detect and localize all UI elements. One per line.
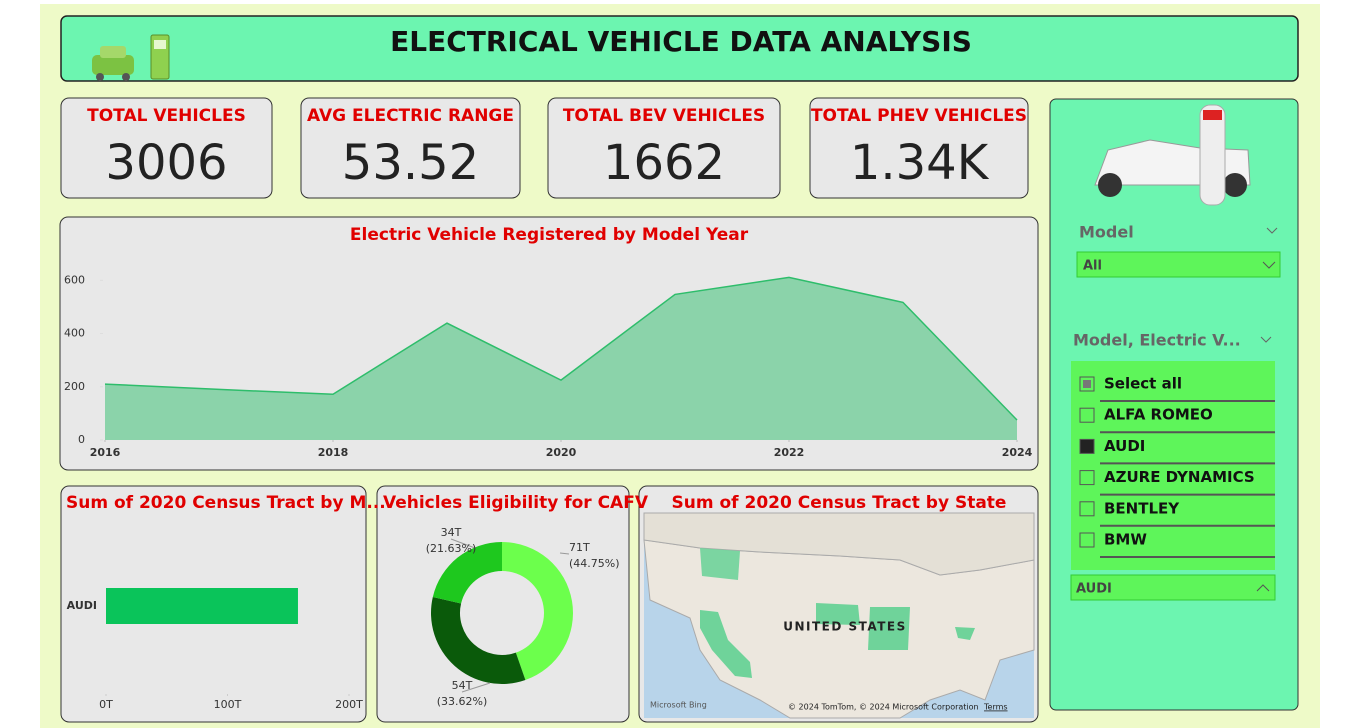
chart-title: Sum of 2020 Census Tract by M... bbox=[66, 493, 386, 513]
chart-title: Vehicles Eligibility for CAFV bbox=[383, 493, 649, 513]
leader-line bbox=[461, 682, 491, 693]
checkbox-partial bbox=[1083, 380, 1091, 388]
checkbox[interactable] bbox=[1079, 376, 1095, 392]
dropdown-value: AUDI bbox=[1076, 582, 1112, 597]
slicer-item[interactable]: Select all bbox=[1104, 375, 1182, 393]
kpi-card bbox=[547, 97, 781, 199]
map-logo: Microsoft Bing bbox=[650, 701, 707, 710]
y-tick-label: 0 bbox=[78, 433, 85, 446]
x-tick-label: 2022 bbox=[774, 446, 805, 459]
x-tick-label: 2016 bbox=[90, 446, 121, 459]
y-tick-label: 200 bbox=[64, 380, 85, 393]
chevron bbox=[1260, 336, 1272, 343]
chevron bbox=[1266, 227, 1278, 234]
data-label: 54T bbox=[452, 679, 473, 692]
x-tick-label: 100T bbox=[214, 698, 242, 711]
header bbox=[60, 15, 1299, 82]
dropdown[interactable] bbox=[1076, 251, 1281, 278]
chart-title: Electric Vehicle Registered by Model Yea… bbox=[350, 225, 749, 245]
x-tick-label: 0T bbox=[99, 698, 113, 711]
kpi-label: TOTAL BEV VEHICLES bbox=[563, 106, 765, 126]
dashboard-title: ELECTRICAL VEHICLE DATA ANALYSIS bbox=[390, 25, 972, 58]
y-tick-label: AUDI bbox=[67, 599, 97, 612]
donut-slice bbox=[502, 542, 573, 681]
kpi-label: AVG ELECTRIC RANGE bbox=[307, 106, 514, 126]
x-tick-label: 2020 bbox=[546, 446, 577, 459]
kpi-row: TOTAL VEHICLES 3006 AVG ELECTRIC RANGE 53.5… bbox=[60, 97, 1029, 199]
map-copyright: © 2024 TomTom, © 2024 Microsoft Corporat… bbox=[788, 703, 979, 712]
area bbox=[105, 277, 1017, 440]
y-tick-label: 600 bbox=[64, 273, 85, 286]
slicer-item[interactable]: AUDI bbox=[1104, 437, 1145, 455]
kpi-label: TOTAL PHEV VEHICLES bbox=[811, 106, 1027, 126]
data-label: 71T bbox=[569, 541, 590, 554]
data-label: (44.75%) bbox=[569, 557, 620, 570]
kpi-card bbox=[300, 97, 521, 199]
kpi-value: 1.34K bbox=[850, 135, 990, 191]
data-label: (33.62%) bbox=[437, 695, 488, 708]
map-label: UNITED STATES bbox=[783, 620, 907, 634]
car-icon bbox=[1094, 104, 1251, 206]
checkbox[interactable] bbox=[1079, 438, 1095, 454]
kpi-value: 3006 bbox=[105, 135, 227, 191]
kpi-card bbox=[809, 97, 1029, 199]
kpi-card bbox=[60, 97, 273, 199]
line bbox=[104, 276, 1018, 421]
slicer-label: Model bbox=[1079, 223, 1134, 242]
dropdown[interactable] bbox=[1070, 574, 1276, 601]
slicer-item[interactable]: BMW bbox=[1104, 531, 1147, 549]
kpi-label: TOTAL VEHICLES bbox=[87, 106, 246, 126]
checkbox[interactable] bbox=[1079, 532, 1095, 548]
slicer-item[interactable]: BENTLEY bbox=[1104, 499, 1180, 517]
data-label: (21.63%) bbox=[426, 542, 477, 555]
data-label: 34T bbox=[441, 526, 462, 539]
chart-title: Sum of 2020 Census Tract by State bbox=[672, 493, 1007, 513]
slicer-item[interactable]: ALFA ROMEO bbox=[1104, 406, 1213, 424]
checkbox[interactable] bbox=[1079, 470, 1095, 486]
checkbox[interactable] bbox=[1079, 501, 1095, 517]
checkbox[interactable] bbox=[1079, 407, 1095, 423]
list-box bbox=[1071, 361, 1275, 570]
x-tick-label: 2024 bbox=[1002, 446, 1033, 459]
y-tick-label: 400 bbox=[64, 327, 85, 340]
dropdown-value: All bbox=[1083, 259, 1102, 274]
kpi-value: 53.52 bbox=[342, 135, 479, 191]
slicer-items: Select all ALFA ROMEO AUDI AZURE DYNAMICS BE… bbox=[1079, 375, 1275, 558]
kpi-value: 1662 bbox=[603, 135, 725, 191]
leader-line bbox=[559, 552, 570, 555]
chevron bbox=[1262, 261, 1276, 269]
leader-line bbox=[450, 538, 476, 549]
bar bbox=[106, 588, 298, 624]
x-tick-label: 200T bbox=[335, 698, 363, 711]
map-terms[interactable]: Terms bbox=[983, 703, 1008, 712]
donut-slice bbox=[431, 597, 526, 684]
ev-icon bbox=[92, 34, 170, 81]
panel bbox=[376, 485, 630, 723]
map bbox=[643, 512, 1035, 719]
slicer-item[interactable]: AZURE DYNAMICS bbox=[1104, 468, 1255, 486]
chevron bbox=[1256, 584, 1270, 592]
x-tick-label: 2018 bbox=[318, 446, 349, 459]
donut-slice bbox=[432, 542, 502, 604]
slicer-label: Model, Electric V... bbox=[1073, 331, 1241, 350]
